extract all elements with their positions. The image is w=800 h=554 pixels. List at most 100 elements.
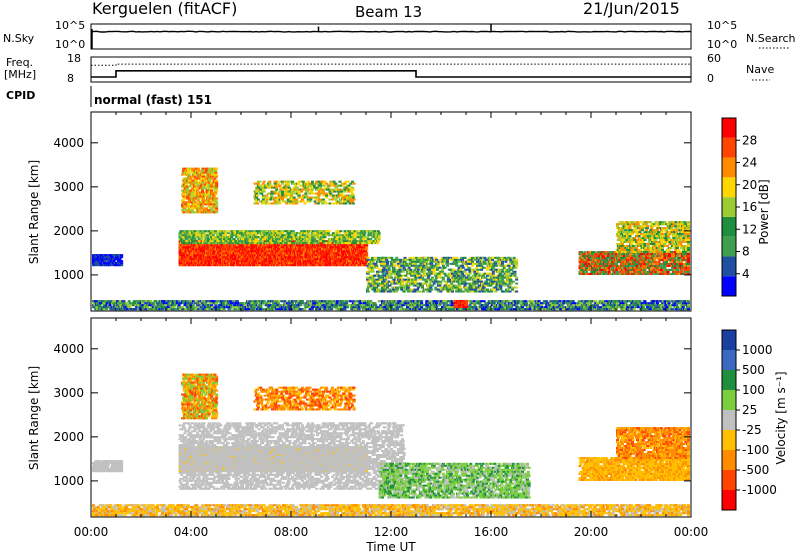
power-cell-ground — [223, 304, 226, 306]
power-cell-ground — [362, 308, 365, 310]
power-cell-ground — [515, 304, 518, 306]
power-cell-ground — [229, 304, 232, 306]
power-cell-ground — [463, 308, 466, 310]
power-cell-ground — [399, 300, 402, 302]
power-cell-ground — [687, 304, 690, 306]
power-cell-ground — [400, 306, 403, 308]
power-cell-early — [120, 264, 123, 266]
date-title: 21/Jun/2015 — [583, 0, 680, 18]
power-cell-ground — [232, 300, 235, 302]
power-cell-ground — [358, 308, 361, 310]
power-cell-ground — [259, 304, 262, 306]
power-cell-ground — [178, 300, 181, 302]
power-cell-early — [99, 262, 102, 264]
power-cell-ground — [426, 304, 429, 306]
power-cell-ground — [545, 300, 548, 302]
power-cell-ground — [402, 304, 405, 306]
power-cell-ground — [236, 300, 239, 302]
power-cell-ground — [128, 300, 131, 302]
power-cell-upper — [185, 238, 188, 240]
power-cell-main — [365, 254, 368, 256]
power-cell-ground — [141, 302, 144, 304]
power-cell-ground — [486, 304, 489, 306]
power-cell-main — [364, 250, 367, 252]
power-cell-ground — [190, 302, 193, 304]
power-cell-ground — [234, 308, 237, 310]
nave-tick-high: 60 — [707, 52, 721, 65]
power-cell-ground — [559, 300, 562, 302]
power-cell-ground — [529, 308, 532, 310]
power-cell-ground — [335, 306, 338, 308]
power-cell-ground — [675, 304, 678, 306]
power-cell-ground — [644, 300, 647, 302]
power-cell-ground — [469, 308, 472, 310]
power-cell-ground — [253, 308, 256, 310]
power-cell-ground — [668, 302, 671, 304]
power-cell-ground — [479, 302, 482, 304]
power-cell-ground — [129, 304, 132, 306]
power-cell-ground — [244, 304, 247, 306]
power-cell-ground — [374, 302, 377, 304]
station-title: Kerguelen (fitACF) — [92, 0, 237, 18]
power-cell-early — [113, 260, 116, 262]
power-cell-ground — [173, 306, 176, 308]
power-cell-ground — [123, 300, 126, 302]
nsky-tick-low: 10^0 — [55, 38, 85, 51]
power-cell-ground — [161, 308, 164, 310]
power-cell-ground — [222, 302, 225, 304]
power-cell-ground — [167, 306, 170, 308]
power-cell-ground — [420, 306, 423, 308]
power-cell-ground — [639, 300, 642, 302]
power-cell-ground — [200, 306, 203, 308]
power-cell-upper — [194, 238, 197, 240]
power-cell-ground — [419, 308, 422, 310]
power-cell-ground — [540, 304, 543, 306]
power-cell-ground — [359, 302, 362, 304]
freq-series-line — [91, 71, 691, 77]
power-cell-ground — [307, 300, 310, 302]
power-cell-main — [230, 256, 233, 258]
power-cell-ground — [164, 304, 167, 306]
power-cell-ground — [263, 300, 266, 302]
power-cell-ground — [478, 308, 481, 310]
power-cell-ground — [676, 306, 679, 308]
power-cell-ground — [642, 306, 645, 308]
power-cell-ground — [178, 304, 181, 306]
power-cell-ground — [125, 302, 128, 304]
power-cell-ground — [154, 300, 157, 302]
power-cell-ground — [134, 302, 137, 304]
power-cell-ground — [214, 304, 217, 306]
freq-panel: Freq. [MHz] 18 8 60 0 Nave — [4, 52, 774, 85]
cpid-text: normal (fast) 151 — [94, 93, 212, 107]
power-cell-ground — [345, 302, 348, 304]
power-cell-ground — [664, 304, 667, 306]
cpid-row: CPID normal (fast) 151 — [6, 86, 212, 107]
power-cell-ground — [445, 302, 448, 304]
power-cell-ground — [521, 306, 524, 308]
power-cell-ground — [525, 302, 528, 304]
power-cell-ground — [505, 308, 508, 310]
power-cell-ground — [556, 302, 559, 304]
power-cell-ground — [192, 306, 195, 308]
power-cell-ground — [353, 300, 356, 302]
power-data-cells — [92, 168, 690, 310]
power-cell-ground — [637, 306, 640, 308]
power-cell-ground — [474, 306, 477, 308]
power-cell-ground — [369, 300, 372, 302]
power-cell-ground — [301, 302, 304, 304]
power-cell-ground — [406, 306, 409, 308]
nsearch-label: N.Search — [746, 32, 796, 45]
power-cell-ground — [146, 306, 149, 308]
power-cell-main — [365, 244, 368, 246]
power-cell-ground — [254, 306, 257, 308]
power-cell-ground — [330, 308, 333, 310]
power-cell-ground — [321, 302, 324, 304]
power-cell-ground — [134, 308, 137, 310]
power-cell-upper — [193, 240, 196, 242]
power-cell-ground — [312, 306, 315, 308]
power-cell-ground — [301, 300, 304, 302]
power-cell-ground — [555, 308, 558, 310]
power-cell-ground — [561, 304, 564, 306]
